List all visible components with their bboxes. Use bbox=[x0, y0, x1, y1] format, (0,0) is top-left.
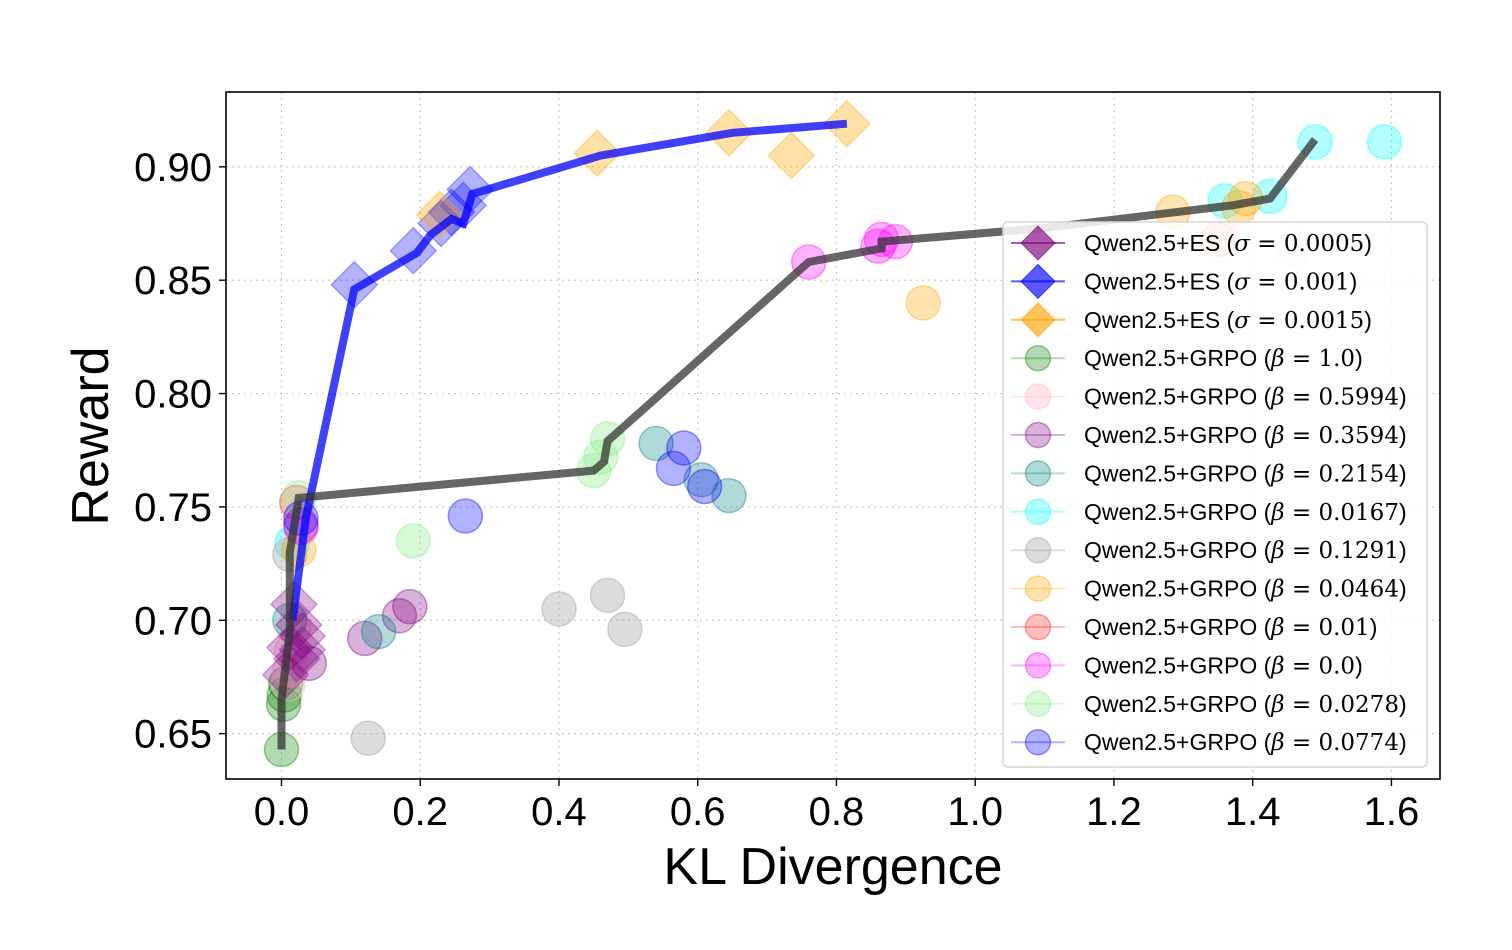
legend-marker-circle-icon bbox=[1024, 728, 1052, 756]
y-tick-label: 0.65 bbox=[134, 713, 212, 757]
data-point-circle bbox=[291, 645, 327, 682]
legend-entry: Qwen2.5+GRPO (β = 0.0278) bbox=[1011, 690, 1407, 718]
data-point-circle bbox=[683, 461, 719, 498]
legend-entry: Qwen2.5+GRPO (β = 0.0774) bbox=[1011, 728, 1407, 756]
legend: Qwen2.5+ES (σ = 0.0005) Qwen2.5+ES (σ = 0… bbox=[1002, 221, 1428, 768]
axes-frame bbox=[225, 91, 1441, 780]
data-point-circle bbox=[711, 477, 747, 514]
legend-entry: Qwen2.5+GRPO (β = 0.3594) bbox=[1011, 421, 1407, 449]
x-axis: 0.0 0.2 0.4 0.6 0.8 1.0 1.2 1.4 1.6 bbox=[254, 779, 1420, 834]
legend-label: Qwen2.5+ES (σ = 0.0005) bbox=[1084, 230, 1372, 257]
legend-label: Qwen2.5+GRPO (β = 0.0774) bbox=[1084, 729, 1407, 756]
legend-marker-circle-icon bbox=[1024, 613, 1052, 641]
data-point-circle bbox=[905, 285, 941, 321]
grpo-frontier-line bbox=[277, 137, 1319, 750]
data-point-diamond bbox=[415, 190, 464, 239]
data-point-circle bbox=[381, 598, 418, 634]
legend-entry: Qwen2.5+GRPO (β = 0.5994) bbox=[1011, 383, 1407, 411]
legend-marker-circle-icon bbox=[1024, 536, 1052, 564]
data-point-circle bbox=[346, 620, 383, 657]
x-tick-label: 0.0 bbox=[254, 790, 310, 834]
legend-label: Qwen2.5+ES (σ = 0.0015) bbox=[1084, 307, 1372, 334]
legend-label: Qwen2.5+GRPO (β = 0.0167) bbox=[1084, 499, 1407, 526]
y-tick-label: 0.70 bbox=[134, 599, 212, 643]
y-axis: 0.65 0.70 0.75 0.80 0.85 0.90 bbox=[134, 146, 226, 757]
legend-label: Qwen2.5+GRPO (β = 0.01) bbox=[1084, 614, 1377, 641]
legend-entry: Qwen2.5+GRPO (β = 0.1291) bbox=[1011, 536, 1407, 564]
legend-marker-circle-icon bbox=[1024, 652, 1052, 679]
data-point-circle bbox=[447, 498, 484, 534]
legend-marker-diamond-icon bbox=[1020, 263, 1056, 300]
legend-entry: Qwen2.5+GRPO (β = 0.01) bbox=[1011, 613, 1377, 641]
x-axis-title: KL Divergence bbox=[663, 838, 1002, 896]
legend-entry: Qwen2.5+ES (σ = 0.0015) bbox=[1011, 302, 1372, 338]
data-point-circle bbox=[638, 425, 674, 462]
data-point-circle bbox=[607, 611, 643, 648]
grid bbox=[226, 92, 1440, 779]
data-point-circle bbox=[360, 613, 397, 650]
legend-entry: Qwen2.5+GRPO (β = 0.2154) bbox=[1011, 460, 1407, 487]
data-point-circle bbox=[686, 468, 723, 505]
legend-marker-circle-icon bbox=[1024, 421, 1052, 449]
x-tick-label: 0.4 bbox=[531, 790, 587, 834]
legend-label: Qwen2.5+GRPO (β = 1.0) bbox=[1084, 345, 1363, 372]
x-tick-label: 1.0 bbox=[947, 790, 1003, 834]
legend-marker-circle-icon bbox=[1024, 460, 1052, 487]
legend-label: Qwen2.5+GRPO (β = 0.1291) bbox=[1084, 537, 1407, 564]
legend-label: Qwen2.5+ES (σ = 0.001) bbox=[1084, 268, 1357, 295]
x-tick-label: 1.4 bbox=[1225, 790, 1281, 834]
data-point-circle bbox=[395, 523, 432, 559]
y-tick-label: 0.80 bbox=[134, 373, 212, 417]
legend-marker-circle-icon bbox=[1024, 344, 1052, 372]
legend-label: Qwen2.5+GRPO (β = 0.0278) bbox=[1084, 691, 1407, 718]
y-tick-label: 0.75 bbox=[134, 486, 212, 530]
data-point-circle bbox=[350, 720, 386, 756]
data-point-circle bbox=[1366, 124, 1403, 160]
legend-label: Qwen2.5+GRPO (β = 0.0) bbox=[1084, 652, 1363, 679]
legend-entry: Qwen2.5+ES (σ = 0.001) bbox=[1011, 263, 1357, 300]
x-tick-label: 1.6 bbox=[1364, 790, 1420, 834]
y-tick-label: 0.85 bbox=[134, 259, 212, 303]
data-point-circle bbox=[392, 588, 428, 625]
data-point-circle bbox=[666, 430, 702, 466]
y-tick-label: 0.90 bbox=[134, 146, 212, 190]
legend-entry: Qwen2.5+GRPO (β = 1.0) bbox=[1011, 344, 1363, 372]
x-tick-label: 1.2 bbox=[1086, 790, 1142, 834]
legend-entry: Qwen2.5+ES (σ = 0.0005) bbox=[1011, 225, 1372, 261]
legend-marker-diamond-icon bbox=[1020, 225, 1056, 261]
legend-marker-circle-icon bbox=[1024, 498, 1052, 526]
data-point-diamond bbox=[767, 131, 816, 180]
legend-marker-circle-icon bbox=[1024, 690, 1052, 718]
legend-entry: Qwen2.5+GRPO (β = 0.0) bbox=[1011, 652, 1363, 679]
legend-label: Qwen2.5+GRPO (β = 0.3594) bbox=[1084, 422, 1407, 449]
legend-marker-circle-icon bbox=[1024, 575, 1052, 602]
x-tick-label: 0.2 bbox=[392, 790, 448, 834]
legend-marker-circle-icon bbox=[1024, 383, 1052, 410]
legend-box bbox=[1002, 221, 1428, 768]
data-point-circle bbox=[541, 591, 577, 627]
es-frontier-line bbox=[288, 119, 848, 621]
data-point-circle bbox=[589, 577, 626, 614]
legend-marker-diamond-icon bbox=[1020, 302, 1056, 338]
data-point-circle bbox=[655, 450, 692, 487]
x-tick-label: 0.8 bbox=[809, 790, 865, 834]
y-axis-title: Reward bbox=[62, 346, 120, 525]
legend-entry: Qwen2.5+GRPO (β = 0.0464) bbox=[1011, 575, 1407, 603]
legend-entry: Qwen2.5+GRPO (β = 0.0167) bbox=[1011, 498, 1407, 526]
legend-label: Qwen2.5+GRPO (β = 0.2154) bbox=[1084, 460, 1407, 487]
legend-label: Qwen2.5+GRPO (β = 0.5994) bbox=[1084, 384, 1407, 411]
legend-label: Qwen2.5+GRPO (β = 0.0464) bbox=[1084, 576, 1407, 603]
x-tick-label: 0.6 bbox=[670, 790, 726, 834]
